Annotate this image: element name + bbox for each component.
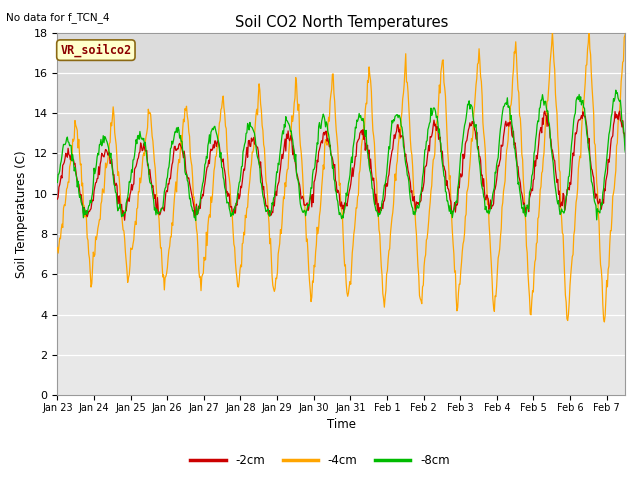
-2cm (445, 186, 452, 192)
Y-axis label: Soil Temperatures (C): Soil Temperatures (C) (15, 150, 28, 278)
-4cm (444, 149, 452, 155)
-4cm (281, 180, 289, 186)
-4cm (585, 23, 593, 29)
-4cm (230, 241, 237, 247)
Text: No data for f_TCN_4: No data for f_TCN_4 (6, 12, 110, 23)
Line: -8cm: -8cm (58, 90, 640, 220)
Line: -4cm: -4cm (58, 26, 640, 326)
-4cm (259, 128, 267, 133)
-4cm (122, 259, 130, 264)
-2cm (231, 204, 239, 210)
-4cm (54, 245, 61, 251)
-2cm (412, 209, 419, 215)
-8cm (445, 203, 452, 209)
-8cm (260, 196, 268, 202)
-8cm (122, 200, 130, 206)
-2cm (541, 108, 548, 114)
Line: -2cm: -2cm (58, 111, 640, 220)
-8cm (282, 114, 290, 120)
-4cm (411, 207, 419, 213)
Bar (58, 33, 625, 275)
-8cm (412, 208, 419, 214)
-8cm (612, 87, 620, 93)
-8cm (54, 180, 61, 185)
Legend: -2cm, -4cm, -8cm: -2cm, -4cm, -8cm (186, 449, 454, 472)
Text: VR_soilco2: VR_soilco2 (60, 43, 131, 57)
-2cm (123, 202, 131, 207)
Title: Soil CO2 North Temperatures: Soil CO2 North Temperatures (234, 15, 448, 30)
X-axis label: Time: Time (326, 419, 356, 432)
-2cm (282, 148, 290, 154)
-8cm (192, 217, 200, 223)
-8cm (231, 206, 239, 212)
-2cm (121, 217, 129, 223)
-2cm (54, 196, 61, 202)
-2cm (260, 183, 268, 189)
-4cm (636, 324, 640, 329)
